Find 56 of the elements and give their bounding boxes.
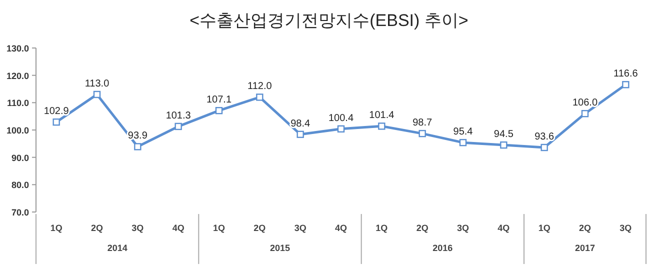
x-tick-label: 1Q bbox=[376, 223, 388, 233]
data-label: 112.0 bbox=[248, 81, 272, 92]
point bbox=[540, 144, 548, 152]
data-label: 94.5 bbox=[494, 129, 514, 140]
point bbox=[500, 141, 508, 149]
x-tick-label: 1Q bbox=[538, 223, 550, 233]
x-tick-label: 2Q bbox=[254, 223, 266, 233]
data-label: 100.4 bbox=[328, 112, 354, 124]
y-tick-label: 80.0 bbox=[11, 180, 29, 190]
point bbox=[581, 110, 589, 118]
point bbox=[337, 125, 345, 133]
x-tick-label: 2Q bbox=[578, 223, 592, 233]
text: 2015 bbox=[270, 243, 290, 253]
y-tick-label: 100.0 bbox=[6, 126, 29, 136]
x-tick-label: 3Q bbox=[132, 223, 144, 233]
data-label: 101.3 bbox=[166, 110, 192, 122]
point bbox=[256, 94, 264, 101]
text: 2016 bbox=[432, 243, 453, 253]
data-label: 106.0 bbox=[572, 98, 598, 109]
x-tick-label: 3Q bbox=[620, 223, 632, 233]
x-tick-label: 3Q bbox=[456, 223, 470, 233]
point bbox=[52, 118, 60, 126]
y-tick-label: 90.0 bbox=[11, 152, 29, 163]
point bbox=[93, 90, 101, 98]
point bbox=[378, 122, 386, 130]
data-label: 93.6 bbox=[534, 131, 554, 142]
y-tick-label: 110.0 bbox=[6, 98, 29, 108]
x-tick-label: 2Q bbox=[416, 223, 428, 233]
y-tick-label: 120.0 bbox=[6, 70, 29, 81]
point bbox=[622, 81, 630, 88]
y-tick-label: 70.0 bbox=[11, 208, 29, 218]
y-tick-label: 130.0 bbox=[6, 44, 29, 54]
x-tick-label: 1Q bbox=[50, 223, 62, 233]
text: 2017 bbox=[574, 243, 596, 253]
x-tick-label: 4Q bbox=[172, 223, 184, 233]
data-label: 116.6 bbox=[614, 68, 638, 80]
x-tick-label: 2Q bbox=[90, 223, 104, 233]
point bbox=[174, 122, 182, 130]
text: 2014 bbox=[107, 243, 128, 253]
x-tick-label: 1Q bbox=[212, 223, 226, 233]
data-label: 107.1 bbox=[206, 94, 232, 106]
point bbox=[418, 130, 426, 138]
x-tick-label: 4Q bbox=[498, 223, 510, 233]
x-tick-label: 4Q bbox=[334, 223, 348, 233]
point bbox=[134, 143, 142, 150]
data-label: 101.4 bbox=[369, 110, 395, 122]
data-label: 98.7 bbox=[412, 118, 432, 129]
chart-title: <수출산업경기전망지수(EBSI) 추이> bbox=[190, 11, 468, 30]
x-tick-label: 3Q bbox=[294, 223, 306, 233]
data-label: 113.0 bbox=[84, 78, 110, 90]
point bbox=[215, 106, 223, 114]
point bbox=[296, 130, 304, 138]
data-label: 98.4 bbox=[290, 118, 310, 130]
point bbox=[459, 138, 467, 146]
data-label: 102.9 bbox=[44, 106, 70, 118]
data-label: 95.4 bbox=[453, 126, 474, 138]
